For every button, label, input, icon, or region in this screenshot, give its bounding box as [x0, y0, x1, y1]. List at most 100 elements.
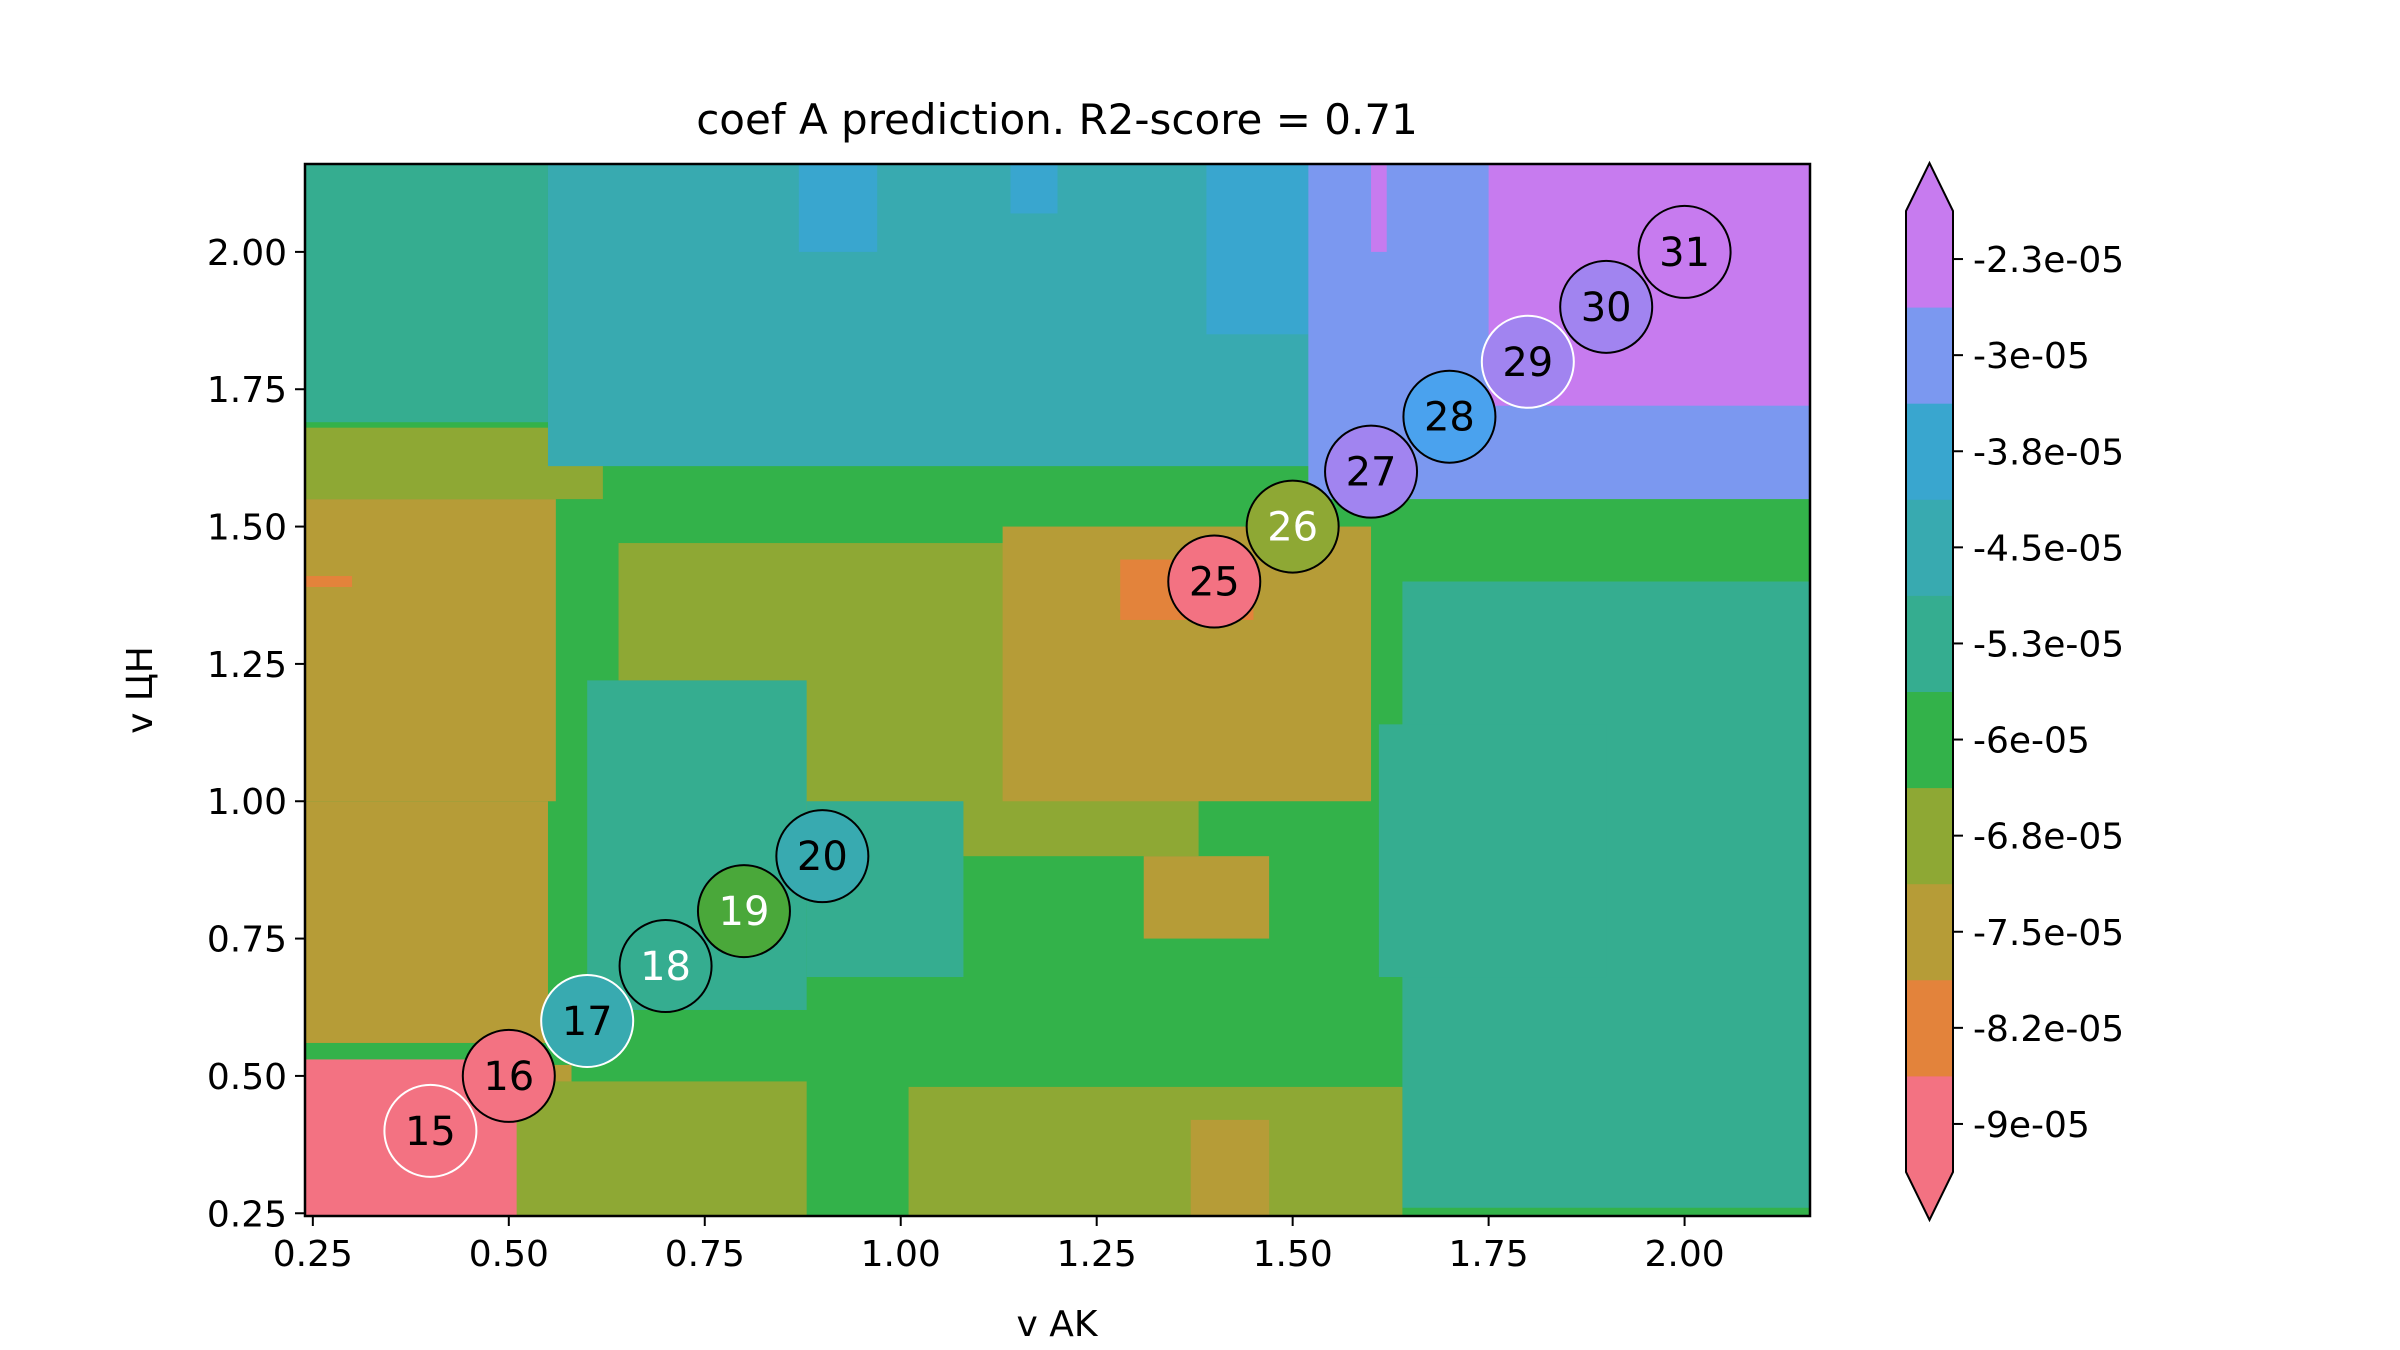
point-circle: [461, 1028, 556, 1123]
y-tick-label: 2.00: [207, 233, 287, 274]
colorbar-band: [1906, 403, 1953, 500]
point-markers: 15 16 17 18 19 20 25 26 27 28 29 30 31: [383, 204, 1732, 1178]
colorbar-band: [1906, 979, 1953, 1077]
point-marker: 16: [461, 1028, 556, 1123]
colorbar-tick-label: -3.8e-05: [1973, 432, 2124, 473]
y-tick-label: 1.75: [207, 370, 287, 411]
contour-region: [305, 576, 353, 587]
point-circle: [1480, 314, 1575, 409]
colorbar-tick-label: -5.3e-05: [1973, 624, 2124, 665]
point-circle: [1167, 534, 1262, 629]
colorbar-band: [1906, 787, 1953, 885]
point-marker: 17: [540, 973, 635, 1068]
y-axis-label: v ЦН: [120, 646, 161, 734]
point-label: 28: [1424, 395, 1475, 441]
colorbar-band: [1906, 883, 1953, 981]
point-label: 19: [719, 889, 770, 935]
x-tick-label: 1.25: [1057, 1234, 1137, 1275]
point-circle: [383, 1083, 478, 1178]
point-circle: [1324, 424, 1419, 519]
point-circle: [1402, 369, 1497, 464]
contour-region: [1371, 164, 1387, 252]
point-label: 18: [640, 944, 691, 990]
colorbar-tick-label: -8.2e-05: [1973, 1009, 2124, 1050]
x-tick-label: 2.00: [1645, 1234, 1725, 1275]
contour-region: [305, 499, 556, 802]
y-tick-label: 0.50: [207, 1057, 287, 1098]
point-marker: 19: [696, 864, 791, 959]
colorbar-band: [1906, 499, 1953, 596]
colorbar-max-extension: [1906, 163, 1953, 211]
point-marker: 28: [1402, 369, 1497, 464]
point-label: 26: [1267, 505, 1318, 551]
plot-frame: [303, 162, 1812, 1218]
colorbar-tick-label: -9e-05: [1973, 1105, 2090, 1146]
point-label: 30: [1581, 285, 1632, 331]
colorbar-tick-label: -7.5e-05: [1973, 913, 2124, 954]
y-tick-label: 0.25: [207, 1194, 287, 1235]
colorbar-tick-label: -4.5e-05: [1973, 528, 2124, 569]
contour-region: [1206, 164, 1309, 335]
contour-region: [1010, 164, 1058, 214]
point-circle: [775, 809, 870, 904]
point-marker: 30: [1559, 259, 1654, 354]
x-tick-label: 0.50: [469, 1234, 549, 1275]
point-label: 15: [405, 1109, 456, 1155]
colorbar-min-extension: [1906, 1172, 1953, 1220]
colorbar-tick-label: -6.8e-05: [1973, 817, 2124, 858]
point-marker: 25: [1167, 534, 1262, 629]
contour-region: [908, 1086, 1403, 1216]
point-marker: 31: [1637, 204, 1732, 299]
colorbar-band: [1906, 1075, 1953, 1173]
point-circle: [618, 919, 713, 1014]
x-tick-label: 0.75: [665, 1234, 745, 1275]
plot-area: 15 16 17 18 19 20 25 26 27 28 29 30 31: [303, 162, 1812, 1218]
y-axis: 0.25 0.50 0.75 1.00 1.25 1.50 1.75 2.00: [207, 233, 305, 1235]
contour-region: [1190, 1119, 1270, 1216]
colorbar: -2.3e-05 -3e-05 -3.8e-05 -4.5e-05 -5.3e-05 -6…: [1905, 160, 2124, 1223]
point-marker: 29: [1480, 314, 1575, 409]
y-tick-label: 0.75: [207, 920, 287, 961]
point-circle: [1245, 479, 1340, 574]
x-tick-label: 1.50: [1253, 1234, 1333, 1275]
x-tick-label: 1.00: [861, 1234, 941, 1275]
point-circle: [540, 973, 635, 1068]
point-marker: 20: [775, 809, 870, 904]
contour-region: [305, 801, 548, 1043]
colorbar-tick-label: -6e-05: [1973, 721, 2090, 762]
contour-region: [798, 164, 878, 252]
point-circle: [1637, 204, 1732, 299]
y-tick-label: 1.00: [207, 782, 287, 823]
contour-region: [1378, 724, 1607, 978]
x-tick-label: 0.25: [273, 1234, 353, 1275]
colorbar-band: [1906, 211, 1953, 308]
point-label: 20: [797, 834, 848, 880]
colorbar-band: [1906, 595, 1953, 692]
contour-region: [1143, 856, 1270, 939]
point-circle: [1559, 259, 1654, 354]
point-label: 29: [1502, 340, 1553, 386]
contour-region: [516, 1081, 807, 1216]
chart-title: coef A prediction. R2-score = 0.71: [696, 95, 1418, 144]
point-marker: 18: [618, 919, 713, 1014]
point-label: 31: [1659, 230, 1710, 276]
x-axis-label: v AK: [1017, 1304, 1099, 1345]
colorbar-tick-label: -3e-05: [1973, 336, 2090, 377]
x-tick-label: 1.75: [1449, 1234, 1529, 1275]
point-marker: 27: [1324, 424, 1419, 519]
point-marker: 26: [1245, 479, 1340, 574]
point-label: 16: [483, 1054, 534, 1100]
colorbar-outline: [1905, 160, 1954, 1223]
colorbar-band: [1906, 307, 1953, 404]
colorbar-band: [1906, 691, 1953, 789]
point-marker: 15: [383, 1083, 478, 1178]
point-label: 17: [562, 999, 613, 1045]
contour-region: [305, 164, 588, 340]
point-label: 27: [1346, 450, 1397, 496]
point-label: 25: [1189, 560, 1240, 606]
point-circle: [696, 864, 791, 959]
y-tick-label: 1.50: [207, 508, 287, 549]
y-tick-label: 1.25: [207, 645, 287, 686]
x-axis: 0.25 0.50 0.75 1.00 1.25 1.50 1.75 2.00: [273, 1216, 1725, 1275]
